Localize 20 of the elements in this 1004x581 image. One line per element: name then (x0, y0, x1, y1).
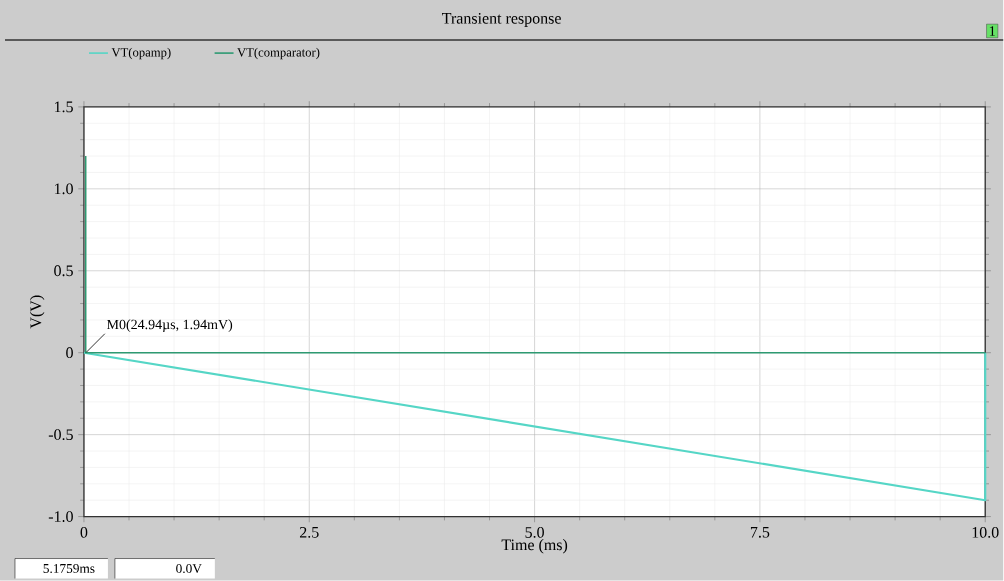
x-tick-label: 10.0 (972, 527, 999, 539)
legend-label: VT(opamp) (111, 47, 171, 60)
y-tick-label: 0 (66, 347, 73, 359)
annotation: M0(24.94µs, 1.94mV) (106, 319, 233, 333)
y-axis-title: V(V) (29, 295, 45, 329)
x-tick-label: 5.0 (525, 527, 544, 539)
x-tick-label: 0 (80, 527, 88, 538)
y-tick-label: 1.0 (54, 183, 73, 195)
legend-label: VT(comparator) (237, 47, 320, 60)
y-tick-label: -1.0 (48, 511, 73, 523)
text: 1 (989, 26, 995, 37)
text: 0.0V (176, 564, 202, 574)
x-tick-label: 2.5 (299, 527, 319, 539)
text: 5.1759ms (43, 564, 95, 574)
y-tick-label: 0.5 (54, 265, 73, 277)
chart-title: Transient response (442, 13, 561, 28)
x-axis-title: Time (ms) (501, 539, 568, 554)
y-tick-label: -0.5 (48, 429, 73, 441)
y-tick-label: 1.5 (54, 101, 73, 113)
x-tick-label: 7.5 (750, 527, 770, 538)
